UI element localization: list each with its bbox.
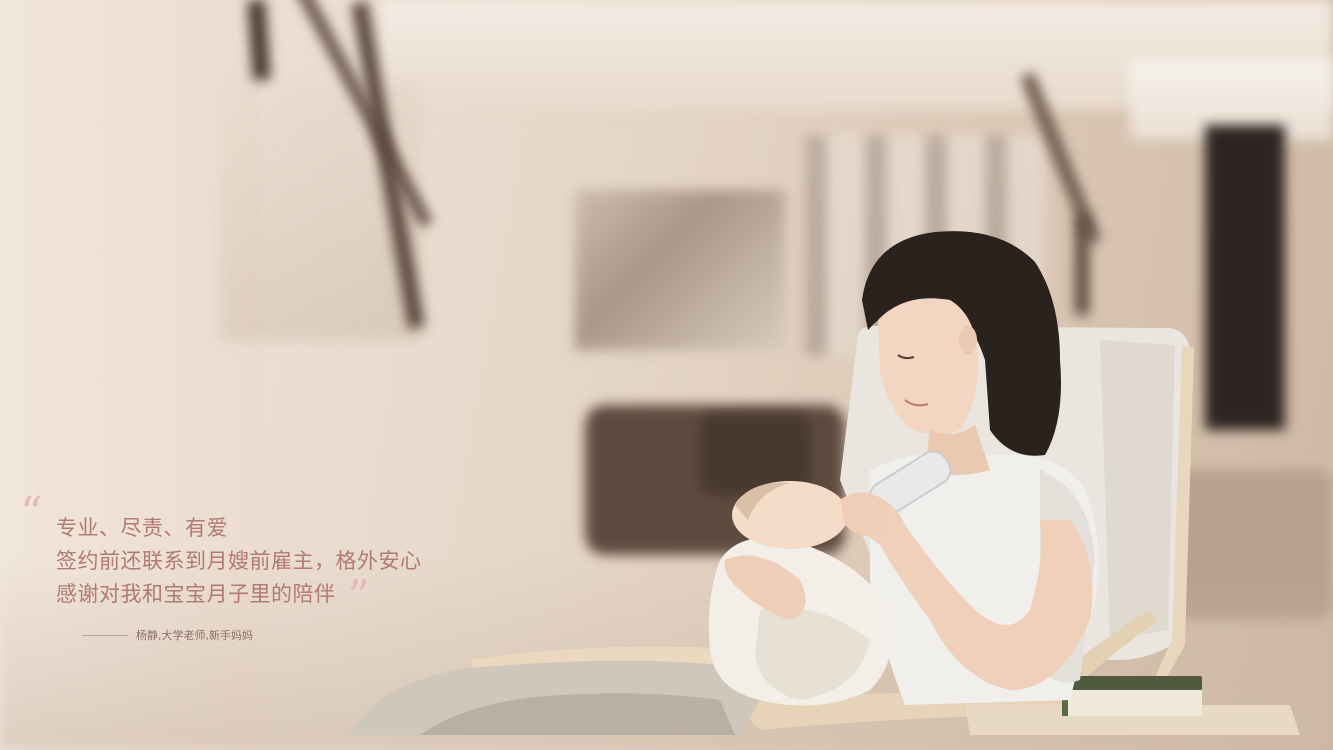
quote-line: 签约前还联系到月嫂前雇主，格外安心 xyxy=(56,549,422,573)
mother-hand xyxy=(840,492,889,537)
book-cover-edge xyxy=(1062,690,1068,716)
quote-line: 感谢对我和宝宝月子里的陪伴 ” xyxy=(56,571,422,622)
mother-legs-shade xyxy=(420,693,735,735)
quote-line: 专业、尽责、有爱 xyxy=(56,516,228,540)
quote-text: 专业、尽责、有爱 签约前还联系到月嫂前雇主，格外安心 感谢对我和宝宝月子里的陪伴… xyxy=(56,512,422,622)
baby-blanket-shade xyxy=(755,608,870,700)
attribution-divider xyxy=(82,634,128,636)
quote-attribution: 杨静,大学老师,新手妈妈 xyxy=(82,627,253,643)
mother-hair xyxy=(862,231,1061,456)
mother-arm-left xyxy=(724,555,806,620)
background-doorway xyxy=(1205,125,1285,430)
mother-face xyxy=(878,298,979,435)
baby-hair xyxy=(735,482,790,520)
open-quote-mark: “ xyxy=(20,488,43,539)
side-table xyxy=(965,705,1300,735)
background-painting xyxy=(575,190,785,350)
background-floor-lamp-stand xyxy=(1075,215,1089,315)
book-pages xyxy=(1064,690,1202,716)
attribution-text: 杨静,大学老师,新手妈妈 xyxy=(136,629,253,642)
mother-arm-right xyxy=(856,495,1093,690)
close-quote-mark: ” xyxy=(347,571,371,622)
quote-line-text: 感谢对我和宝宝月子里的陪伴 xyxy=(56,582,336,606)
mother-eye xyxy=(897,354,915,360)
mother-smile xyxy=(904,399,929,407)
book xyxy=(1062,676,1202,690)
chair-frame xyxy=(1150,345,1194,690)
chair-back-shade xyxy=(1100,340,1175,640)
mother-ear xyxy=(959,326,977,354)
